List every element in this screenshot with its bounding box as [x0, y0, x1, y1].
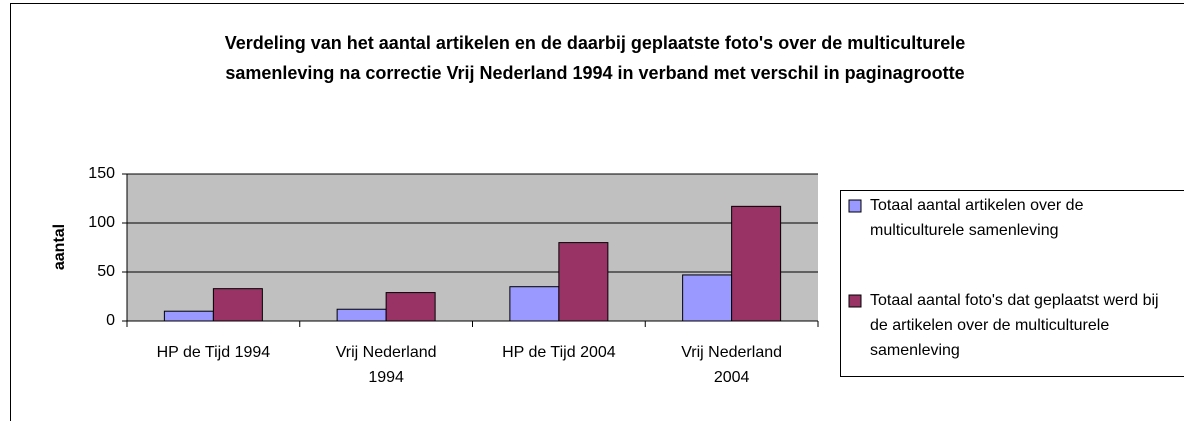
bar — [385, 292, 436, 322]
bar — [509, 286, 560, 322]
legend-label: Totaal aantal foto's dat geplaatst werd … — [870, 292, 1159, 359]
legend-swatch — [848, 294, 862, 308]
bar — [212, 288, 263, 322]
bar — [336, 308, 387, 322]
legend-box — [840, 190, 1184, 377]
bar — [558, 242, 609, 322]
legend-label: Totaal aantal artikelen over de multicul… — [870, 197, 1084, 239]
y-tick-label: 100 — [88, 214, 115, 231]
y-tick-label: 50 — [97, 263, 115, 280]
y-axis-label: aantal — [51, 224, 68, 270]
x-tick-label: HP de Tijd 1994 — [156, 344, 271, 361]
legend-swatch — [848, 199, 862, 213]
x-tick-label: HP de Tijd 2004 — [502, 344, 616, 361]
x-tick-label: Vrij Nederland 1994 — [335, 344, 437, 386]
y-tick-label: 0 — [106, 312, 115, 329]
bar — [682, 274, 733, 322]
bar — [163, 310, 214, 322]
y-tick-label: 150 — [88, 165, 115, 182]
x-tick-label: Vrij Nederland 2004 — [681, 344, 783, 386]
chart-title: Verdeling van het aantal artikelen en de… — [224, 33, 966, 83]
bar — [731, 205, 782, 322]
